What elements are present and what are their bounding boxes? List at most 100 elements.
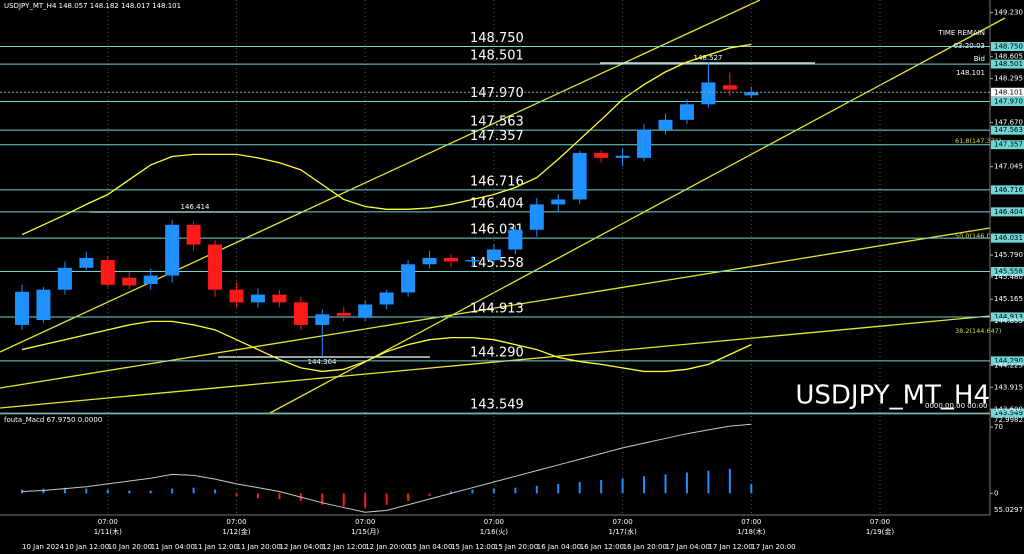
level-tag: [991, 125, 1024, 135]
macd-bar: [728, 468, 731, 494]
macd-bar: [321, 493, 324, 505]
candle-body: [465, 260, 480, 262]
x-tick-label: 12 Jan 04:00: [279, 543, 323, 551]
level-tag: [991, 42, 1024, 52]
x-tick-label: 17 Jan 12:00: [708, 543, 752, 551]
time-marker-time: 07:00: [355, 518, 375, 526]
level-tag: [991, 312, 1024, 322]
macd-bar: [235, 493, 238, 497]
candle-body: [508, 229, 523, 250]
macd-bar: [492, 488, 495, 494]
macd-bar: [342, 493, 345, 507]
level-tag: [991, 233, 1024, 243]
level-tag: [991, 185, 1024, 195]
time-marker-date: 1/18(木): [737, 527, 765, 536]
candle-body: [679, 104, 694, 120]
time-marker-time: 07:00: [484, 518, 504, 526]
annotation: 148.527: [694, 54, 723, 62]
candle-body: [229, 289, 244, 303]
macd-bar: [578, 481, 581, 494]
chart-header: USDJPY_MT_H4 148.057 148.182 148.017 148…: [4, 2, 181, 10]
time-marker-time: 07:00: [98, 518, 118, 526]
y-tick-label: 143.600: [994, 405, 1023, 413]
y-tick-label: 144.225: [994, 361, 1023, 369]
candle-body: [529, 204, 544, 230]
candle-body: [250, 294, 265, 303]
y-tick-label: 148.295: [994, 75, 1023, 83]
candle-body: [293, 302, 308, 325]
trend-line: [0, 0, 761, 353]
time-marker-time: 07:00: [870, 518, 890, 526]
y-tick-label: 143.915: [994, 383, 1023, 391]
level-label: 143.549: [470, 398, 524, 413]
time-remain-label: TIME REMAIN: [938, 29, 985, 37]
y-tick-label: 144.855: [994, 317, 1023, 325]
fib-label: 50.0(146.005): [955, 232, 1001, 240]
candle-body: [486, 249, 501, 261]
x-tick-label: 15 Jan 20:00: [494, 543, 538, 551]
macd-bar: [407, 493, 410, 501]
x-tick-label: 11 Jan 04:00: [151, 543, 195, 551]
y-tick-label: 0: [994, 489, 998, 497]
candle-body: [551, 199, 566, 205]
level-tag-label: 147.563: [994, 126, 1023, 134]
level-tag: [991, 266, 1024, 276]
macd-bar: [171, 488, 174, 494]
macd-bar: [685, 472, 688, 494]
macd-bar: [278, 493, 281, 500]
macd-bar: [214, 489, 217, 494]
level-tag-label: 147.970: [994, 97, 1023, 105]
time-marker-date: 1/11(木): [94, 527, 122, 536]
macd-bar: [514, 487, 517, 494]
macd-bar: [106, 489, 109, 494]
candle-body: [143, 275, 158, 285]
macd-bar: [128, 490, 131, 494]
footer-stamp: 0000.00.00 00:00: [925, 402, 987, 410]
candle-body: [701, 82, 716, 105]
candle-body: [57, 267, 72, 290]
x-tick-label: 10 Jan 12:00: [65, 543, 109, 551]
macd-bar: [557, 483, 560, 494]
time-marker-time: 07:00: [741, 518, 761, 526]
candle-body: [186, 224, 201, 245]
macd-bar: [63, 487, 66, 494]
candle-body: [315, 314, 330, 325]
macd-bar: [428, 493, 431, 497]
trend-line: [0, 315, 991, 409]
macd-bar: [535, 485, 538, 494]
candle-body: [444, 257, 458, 262]
candle-body: [658, 119, 673, 130]
macd-bar: [256, 493, 259, 499]
candle-body: [401, 264, 416, 293]
candle-body: [637, 129, 652, 158]
time-marker-date: 1/12(金): [222, 527, 250, 536]
level-tag-label: 147.357: [994, 141, 1023, 149]
candle-body: [336, 312, 351, 316]
macd-bar: [192, 487, 195, 494]
macd-title: fouta_Macd 67.9750 0.0000: [4, 416, 102, 424]
bid-tag-label: 148.101: [994, 88, 1023, 96]
bid: 148.101: [956, 69, 985, 77]
macd-bar: [471, 489, 474, 494]
x-tick-label: 12 Jan 20:00: [365, 543, 409, 551]
time-marker-date: 1/19(金): [866, 527, 894, 536]
level-tag: [991, 408, 1024, 418]
time-marker-date: 1/15(月): [351, 528, 379, 536]
candle-body: [594, 152, 609, 158]
x-tick-label: 15 Jan 12:00: [451, 543, 495, 551]
annotation: 144.364: [308, 358, 337, 366]
level-tag: [991, 207, 1024, 217]
level-label: 144.290: [470, 345, 524, 360]
level-tag-label: 148.750: [994, 43, 1023, 51]
level-label: 146.716: [470, 174, 524, 189]
time-marker-time: 07:00: [226, 518, 246, 526]
x-tick-label: 16 Jan 20:00: [623, 543, 667, 551]
macd-bar: [643, 476, 646, 494]
level-tag-label: 146.031: [994, 234, 1023, 242]
y-tick-label: 145.790: [994, 251, 1023, 259]
macd-bar: [385, 493, 388, 505]
level-tag-label: 144.913: [994, 313, 1023, 321]
macd-bar: [450, 491, 452, 494]
macd-bar: [664, 474, 667, 494]
time-marker-date: 1/16(火): [480, 528, 508, 536]
